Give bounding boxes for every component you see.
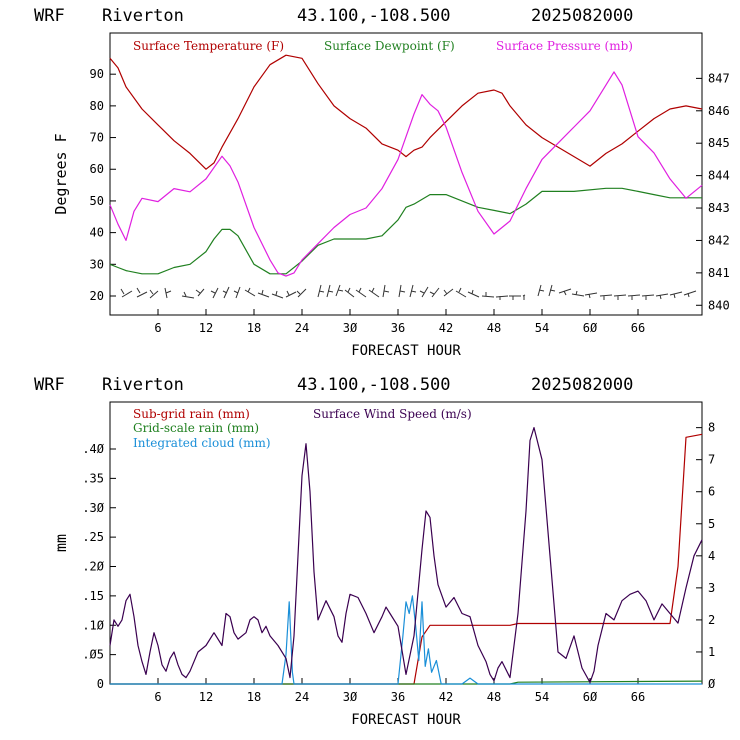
- surface-pressure-line: [109, 71, 703, 277]
- y2-tick-label: 3: [708, 581, 715, 595]
- legend-surface-dewpoint: Surface Dewpoint (F): [324, 39, 455, 53]
- x-tick-label: 3Ø: [343, 690, 358, 704]
- y-tick-label: 20: [90, 289, 104, 303]
- y2-tick-label: 846: [708, 104, 730, 118]
- y2-tick-label: 2: [708, 613, 715, 627]
- header-model: WRF: [34, 6, 65, 26]
- panel1-x-axis-ticks: 6 12 18 24 3Ø 36 42 48 54 6Ø 66: [154, 309, 645, 335]
- header-station: Riverton: [102, 375, 184, 395]
- panel1-y2-axis-ticks: 840 841 842 843 844 845 846 847: [696, 71, 730, 312]
- panel2-y-axis-label: mm: [52, 534, 70, 552]
- x-tick-label: 18: [247, 690, 261, 704]
- surface-wind-speed-line: [109, 427, 703, 683]
- panel2-x-axis-ticks: 6 12 18 24 3Ø 36 42 48 54 6Ø 66: [154, 678, 645, 704]
- x-tick-label: 48: [487, 321, 501, 335]
- header-station: Riverton: [102, 6, 184, 26]
- y2-tick-label: 4: [708, 549, 715, 563]
- y2-tick-label: 6: [708, 485, 715, 499]
- x-tick-label: 42: [439, 321, 453, 335]
- legend-surface-pressure: Surface Pressure (mb): [496, 39, 633, 53]
- x-tick-label: 36: [391, 321, 405, 335]
- y-tick-label: .3Ø: [82, 501, 104, 515]
- panel1-y-axis-label: Degrees F: [52, 133, 70, 214]
- panel1-y-axis-ticks: 20 30 40 50 60 70 80 90: [90, 67, 116, 303]
- y2-tick-label: 5: [708, 517, 715, 531]
- header-init-time: 2025082000: [531, 375, 633, 395]
- x-tick-label: 3Ø: [343, 321, 358, 335]
- y-tick-label: 0: [97, 677, 104, 691]
- y-tick-label: .4Ø: [82, 442, 104, 456]
- x-tick-label: 24: [295, 690, 309, 704]
- surface-temperature-line: [109, 54, 703, 170]
- legend-surface-temperature: Surface Temperature (F): [133, 39, 284, 53]
- x-tick-label: 48: [487, 690, 501, 704]
- panel2-y2-axis-ticks: Ø 1 2 3 4 5 6 7 8: [696, 421, 716, 691]
- x-tick-label: 42: [439, 690, 453, 704]
- panel2-x-axis-label: FORECAST HOUR: [351, 712, 461, 728]
- panel2-y-axis-ticks: 0 .Ø5 .1Ø .15 .2Ø .25 .3Ø .35 .4Ø: [82, 442, 116, 691]
- legend-surface-wind-speed: Surface Wind Speed (m/s): [313, 407, 472, 421]
- header-model: WRF: [34, 375, 65, 395]
- y-tick-label: 40: [90, 226, 104, 240]
- x-tick-label: 6: [154, 690, 161, 704]
- legend-subgrid-rain: Sub-grid rain (mm): [133, 407, 250, 421]
- x-tick-label: 6Ø: [583, 690, 598, 704]
- x-tick-label: 36: [391, 690, 405, 704]
- x-tick-label: 6Ø: [583, 321, 598, 335]
- y2-tick-label: 7: [708, 453, 715, 467]
- panel2-series-layer: [109, 427, 703, 685]
- y2-tick-label: 841: [708, 266, 730, 280]
- panel1-plot-frame: [109, 32, 703, 316]
- legend-integrated-cloud: Integrated cloud (mm): [133, 436, 271, 450]
- header-init-time: 2025082000: [531, 6, 633, 26]
- panel1-series-layer: [109, 54, 703, 277]
- x-tick-label: 12: [199, 321, 213, 335]
- y-tick-label: 80: [90, 99, 104, 113]
- y2-tick-label: 844: [708, 169, 730, 183]
- y2-tick-label: 847: [708, 71, 730, 85]
- y-tick-label: .1Ø: [82, 618, 104, 632]
- panel1-x-axis-label: FORECAST HOUR: [351, 343, 461, 359]
- y-tick-label: 30: [90, 257, 104, 271]
- y-tick-label: .15: [82, 589, 104, 603]
- y2-tick-label: 842: [708, 233, 730, 247]
- sub-grid-rain-line: [110, 433, 703, 685]
- panel2-header: WRF Riverton 43.100,-108.500 2025082000: [34, 375, 633, 395]
- x-tick-label: 54: [535, 321, 549, 335]
- x-tick-label: 12: [199, 690, 213, 704]
- y2-tick-label: 8: [708, 421, 715, 435]
- y-tick-label: .2Ø: [82, 560, 104, 574]
- x-tick-label: 54: [535, 690, 549, 704]
- y2-tick-label: 1: [708, 645, 715, 659]
- header-coords: 43.100,-108.500: [297, 6, 451, 26]
- panel1-legend: Surface Temperature (F) Surface Dewpoint…: [133, 39, 633, 53]
- header-coords: 43.100,-108.500: [297, 375, 451, 395]
- y2-tick-label: 840: [708, 298, 730, 312]
- integrated-cloud-line: [110, 595, 702, 685]
- x-tick-label: 6: [154, 321, 161, 335]
- y-tick-label: .35: [82, 471, 104, 485]
- y-tick-label: .25: [82, 530, 104, 544]
- y2-tick-label: 843: [708, 201, 730, 215]
- y-tick-label: 50: [90, 194, 104, 208]
- y2-tick-label: 845: [708, 136, 730, 150]
- y-tick-label: 90: [90, 67, 104, 81]
- y-tick-label: .Ø5: [82, 648, 104, 662]
- y-tick-label: 60: [90, 162, 104, 176]
- x-tick-label: 24: [295, 321, 309, 335]
- panel1-header: WRF Riverton 43.100,-108.500 2025082000: [34, 6, 633, 26]
- legend-gridscale-rain: Grid-scale rain (mm): [133, 421, 259, 435]
- wind-barbs-row: [120, 284, 697, 300]
- x-tick-label: 18: [247, 321, 261, 335]
- y2-tick-label: Ø: [708, 677, 716, 691]
- panel2-legend: Sub-grid rain (mm) Grid-scale rain (mm) …: [133, 407, 472, 450]
- y-tick-label: 70: [90, 131, 104, 145]
- x-tick-label: 66: [631, 321, 645, 335]
- surface-dewpoint-line: [109, 187, 702, 275]
- x-tick-label: 66: [631, 690, 645, 704]
